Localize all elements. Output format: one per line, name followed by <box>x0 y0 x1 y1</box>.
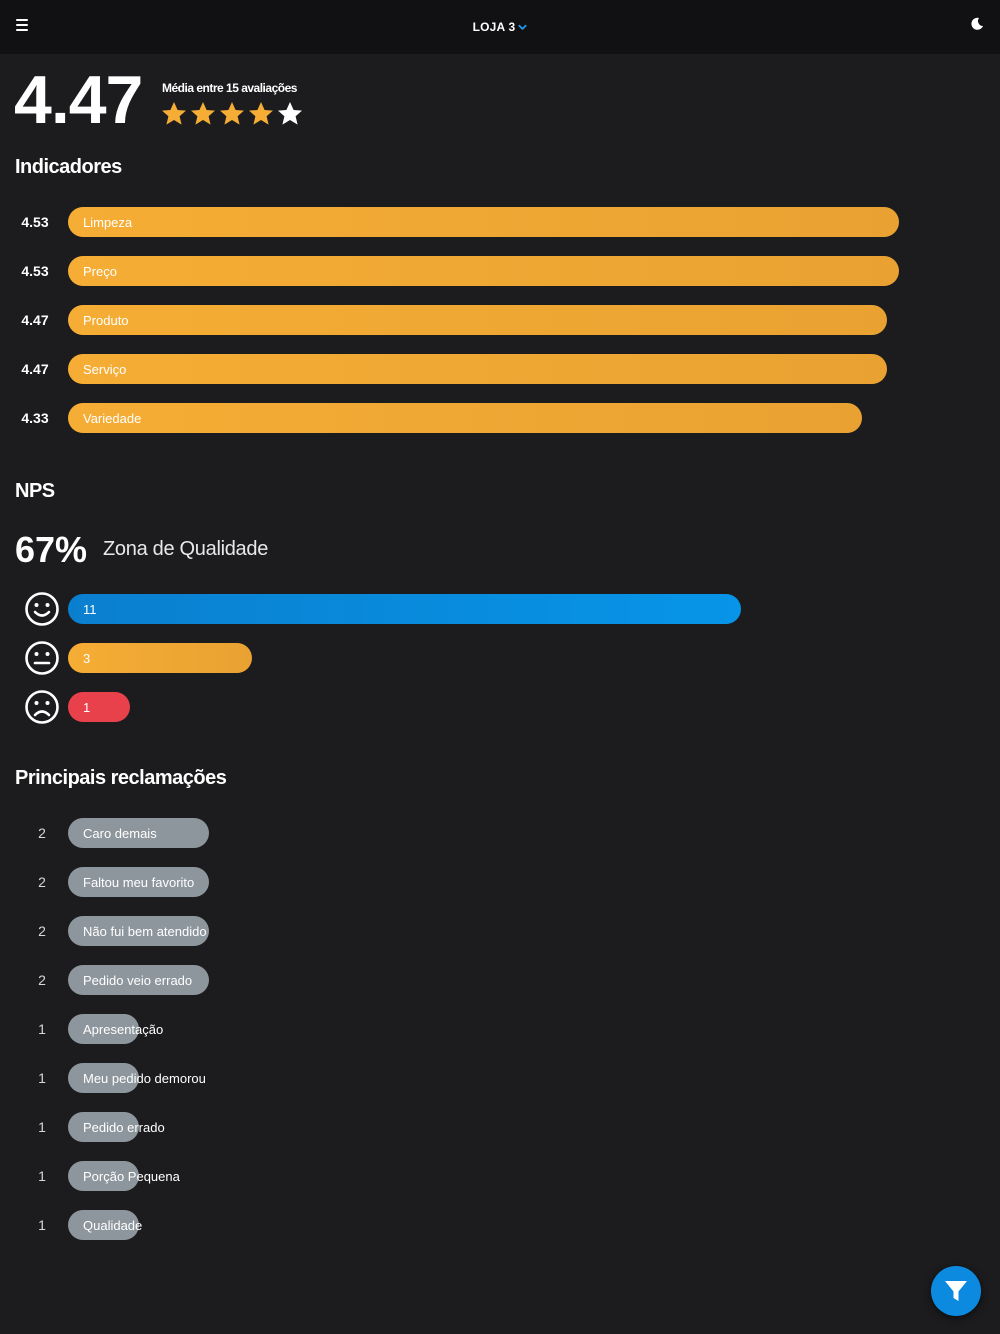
complaint-row: 1 Meu pedido demorou <box>0 1063 1000 1093</box>
complaint-bar: Pedido errado <box>68 1112 165 1142</box>
indicator-row: 4.33 Variedade <box>0 403 1000 433</box>
neutrals-bar: 3 <box>68 643 252 673</box>
neutral-face-icon <box>25 641 59 675</box>
indicator-value: 4.47 <box>21 361 49 377</box>
nps-row-promoters: 11 <box>0 594 1000 624</box>
star-rating <box>160 100 304 128</box>
star-icon <box>220 102 244 125</box>
chevron-down-icon <box>518 24 527 30</box>
indicator-row: 4.47 Serviço <box>0 354 1000 384</box>
indicator-bar: Limpeza <box>68 207 899 237</box>
star-icon <box>278 102 302 125</box>
average-score: 4.47 <box>14 62 143 138</box>
store-selector[interactable]: LOJA 3 <box>473 20 528 34</box>
nps-title: NPS <box>15 480 55 502</box>
indicator-bar: Preço <box>68 256 899 286</box>
promoters-bar: 11 <box>68 594 741 624</box>
complaint-count: 1 <box>38 1168 46 1184</box>
star-icon <box>162 102 186 125</box>
complaint-bar: Porção Pequena <box>68 1161 180 1191</box>
nps-row-neutrals: 3 <box>0 643 1000 673</box>
nps-zone-label: Zona de Qualidade <box>103 538 269 560</box>
complaint-bar: Caro demais <box>68 818 209 848</box>
complaint-row: 1 Porção Pequena <box>0 1161 1000 1191</box>
complaint-count: 1 <box>38 1021 46 1037</box>
complaint-bar: Qualidade <box>68 1210 142 1240</box>
complaint-bar: Meu pedido demorou <box>68 1063 206 1093</box>
indicator-value: 4.47 <box>21 312 49 328</box>
indicator-bar: Variedade <box>68 403 862 433</box>
complaint-bar: Apresentação <box>68 1014 163 1044</box>
indicator-row: 4.53 Limpeza <box>0 207 1000 237</box>
nps-row-detractors: 1 <box>0 692 1000 722</box>
complaint-count: 1 <box>38 1070 46 1086</box>
indicator-row: 4.53 Preço <box>0 256 1000 286</box>
menu-icon[interactable] <box>16 19 28 31</box>
complaint-count: 1 <box>38 1119 46 1135</box>
complaint-row: 1 Qualidade <box>0 1210 1000 1240</box>
complaint-bar: Faltou meu favorito <box>68 867 209 897</box>
complaint-bar: Não fui bem atendido <box>68 916 209 946</box>
complaints-title: Principais reclamações <box>15 767 227 789</box>
indicator-value: 4.33 <box>21 410 49 426</box>
indicator-value: 4.53 <box>21 263 49 279</box>
complaint-count: 2 <box>38 972 46 988</box>
indicator-row: 4.47 Produto <box>0 305 1000 335</box>
moon-icon[interactable] <box>970 17 984 31</box>
top-bar: LOJA 3 <box>0 0 1000 54</box>
complaint-count: 1 <box>38 1217 46 1233</box>
complaint-row: 2 Caro demais <box>0 818 1000 848</box>
complaint-row: 2 Pedido veio errado <box>0 965 1000 995</box>
star-icon <box>249 102 273 125</box>
store-label: LOJA 3 <box>472 20 516 34</box>
detractors-bar: 1 <box>68 692 130 722</box>
indicators-title: Indicadores <box>15 156 122 178</box>
indicator-bar: Serviço <box>68 354 887 384</box>
indicator-value: 4.53 <box>21 214 49 230</box>
indicator-bar: Produto <box>68 305 887 335</box>
complaint-count: 2 <box>38 874 46 890</box>
sad-face-icon <box>25 690 59 724</box>
complaint-row: 2 Não fui bem atendido <box>0 916 1000 946</box>
filter-icon <box>945 1281 967 1301</box>
complaint-count: 2 <box>38 825 46 841</box>
average-caption: Média entre 15 avaliações <box>162 81 297 95</box>
complaint-row: 1 Pedido errado <box>0 1112 1000 1142</box>
smile-face-icon <box>25 592 59 626</box>
star-icon <box>191 102 215 125</box>
complaint-row: 1 Apresentação <box>0 1014 1000 1044</box>
complaint-row: 2 Faltou meu favorito <box>0 867 1000 897</box>
complaint-bar: Pedido veio errado <box>68 965 209 995</box>
filter-button[interactable] <box>931 1266 981 1316</box>
nps-percent: 67% <box>15 529 88 570</box>
complaint-count: 2 <box>38 923 46 939</box>
